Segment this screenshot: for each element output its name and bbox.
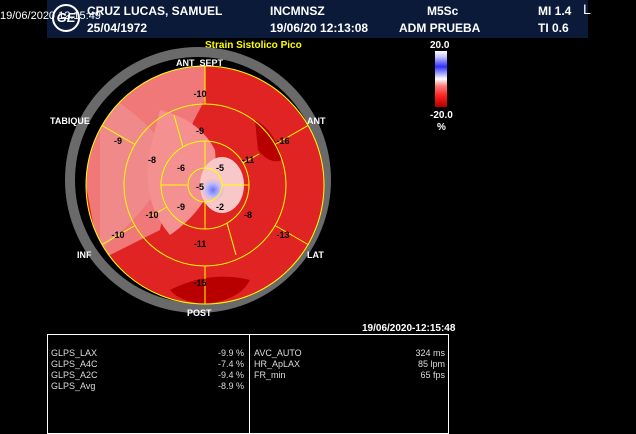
segment-mid-inf: -10: [145, 210, 158, 220]
segment-mid-ant: -11: [242, 155, 255, 165]
segment-mid-post: -11: [194, 239, 207, 249]
corner-mark: L: [583, 1, 591, 17]
capture-timestamp: 19/06/2020 12:15:49: [0, 10, 101, 22]
segment-apical-ant: -5: [216, 163, 224, 173]
scale-min: -20.0: [430, 110, 453, 121]
segment-mid-tabique: -8: [148, 155, 156, 165]
probe-name: M5Sc: [427, 4, 459, 18]
blue-region: [201, 178, 225, 202]
segment-apical-sept: -6: [177, 163, 185, 173]
color-scale-bar: [435, 51, 447, 107]
dark-region-ant: [255, 120, 282, 162]
segment-mid-lat: -8: [244, 210, 252, 220]
measurement-label: GLPS_A4C: [51, 359, 98, 369]
outer-ring: [65, 47, 331, 313]
segment-basal-inf: -10: [111, 230, 124, 240]
scale-max: 20.0: [430, 40, 450, 51]
measurement-value: -9.9 %: [217, 348, 244, 358]
segment-basal-ant-sept: -10: [193, 89, 206, 99]
header-bar: GE CRUZ LUCAS, SAMUEL 25/04/1972 INCMNSZ…: [47, 0, 588, 38]
measurement-value: 85 lpm: [417, 359, 445, 369]
label-ant-sept: ANT_SEPT: [176, 58, 224, 68]
mechanical-index: MI 1.4: [538, 4, 572, 18]
bullseye-grid: [85, 65, 325, 305]
report-timestamp: 19/06/2020-12:15:48: [362, 323, 456, 334]
ge-logo-icon: GE: [52, 4, 80, 32]
measurement-label: GLPS_A2C: [51, 370, 98, 380]
segment-basal-tabique: -9: [114, 136, 122, 146]
measurements-panel-right: AVC_AUTO 324 ms HR_ApLAX 85 lpm FR_min 6…: [249, 334, 449, 434]
measurement-label: HR_ApLAX: [254, 359, 301, 369]
operator-name: ADM PRUEBA: [399, 21, 481, 35]
measurement-label: GLPS_LAX: [51, 348, 98, 358]
label-lat: LAT: [307, 250, 324, 260]
label-tabique: TABIQUE: [50, 116, 90, 126]
measurement-value: -9.4 %: [217, 370, 244, 380]
label-inf: INF: [77, 250, 92, 260]
dark-region-post: [170, 276, 250, 304]
patient-name: CRUZ LUCAS, SAMUEL: [87, 4, 223, 18]
measurement-label: AVC_AUTO: [254, 348, 302, 358]
inner-light-region: [100, 90, 175, 250]
thermal-index: TI 0.6: [538, 21, 569, 35]
measurement-value: -8.9 %: [217, 381, 244, 391]
measurement-value: 324 ms: [415, 348, 445, 358]
segment-apical-inf: -9: [177, 202, 185, 212]
measurement-label: FR_min: [254, 370, 286, 380]
measurement-value: 65 fps: [420, 370, 445, 380]
segment-basal-ant: -16: [276, 136, 289, 146]
label-ant: ANT: [307, 116, 326, 126]
segment-apical-lat: -2: [216, 202, 224, 212]
exam-datetime: 19/06/20 12:13:08: [270, 21, 369, 35]
segment-basal-lat: -13: [276, 230, 289, 240]
scale-unit: %: [437, 122, 446, 133]
segment-mid-ant-sept: -9: [196, 126, 204, 136]
label-post: POST: [187, 308, 212, 318]
institution: INCMNSZ: [270, 4, 325, 18]
bullseye-title: Strain Sistolico Pico: [205, 40, 302, 51]
patient-dob: 25/04/1972: [87, 21, 148, 35]
segment-apex: -5: [196, 182, 204, 192]
measurements-panel-left: GLPS_LAX -9.9 % GLPS_A4C -7.4 % GLPS_A2C…: [47, 334, 250, 434]
measurement-value: -7.4 %: [217, 359, 244, 369]
segment-basal-post: -15: [193, 278, 206, 288]
measurement-label: GLPS_Avg: [51, 381, 96, 391]
